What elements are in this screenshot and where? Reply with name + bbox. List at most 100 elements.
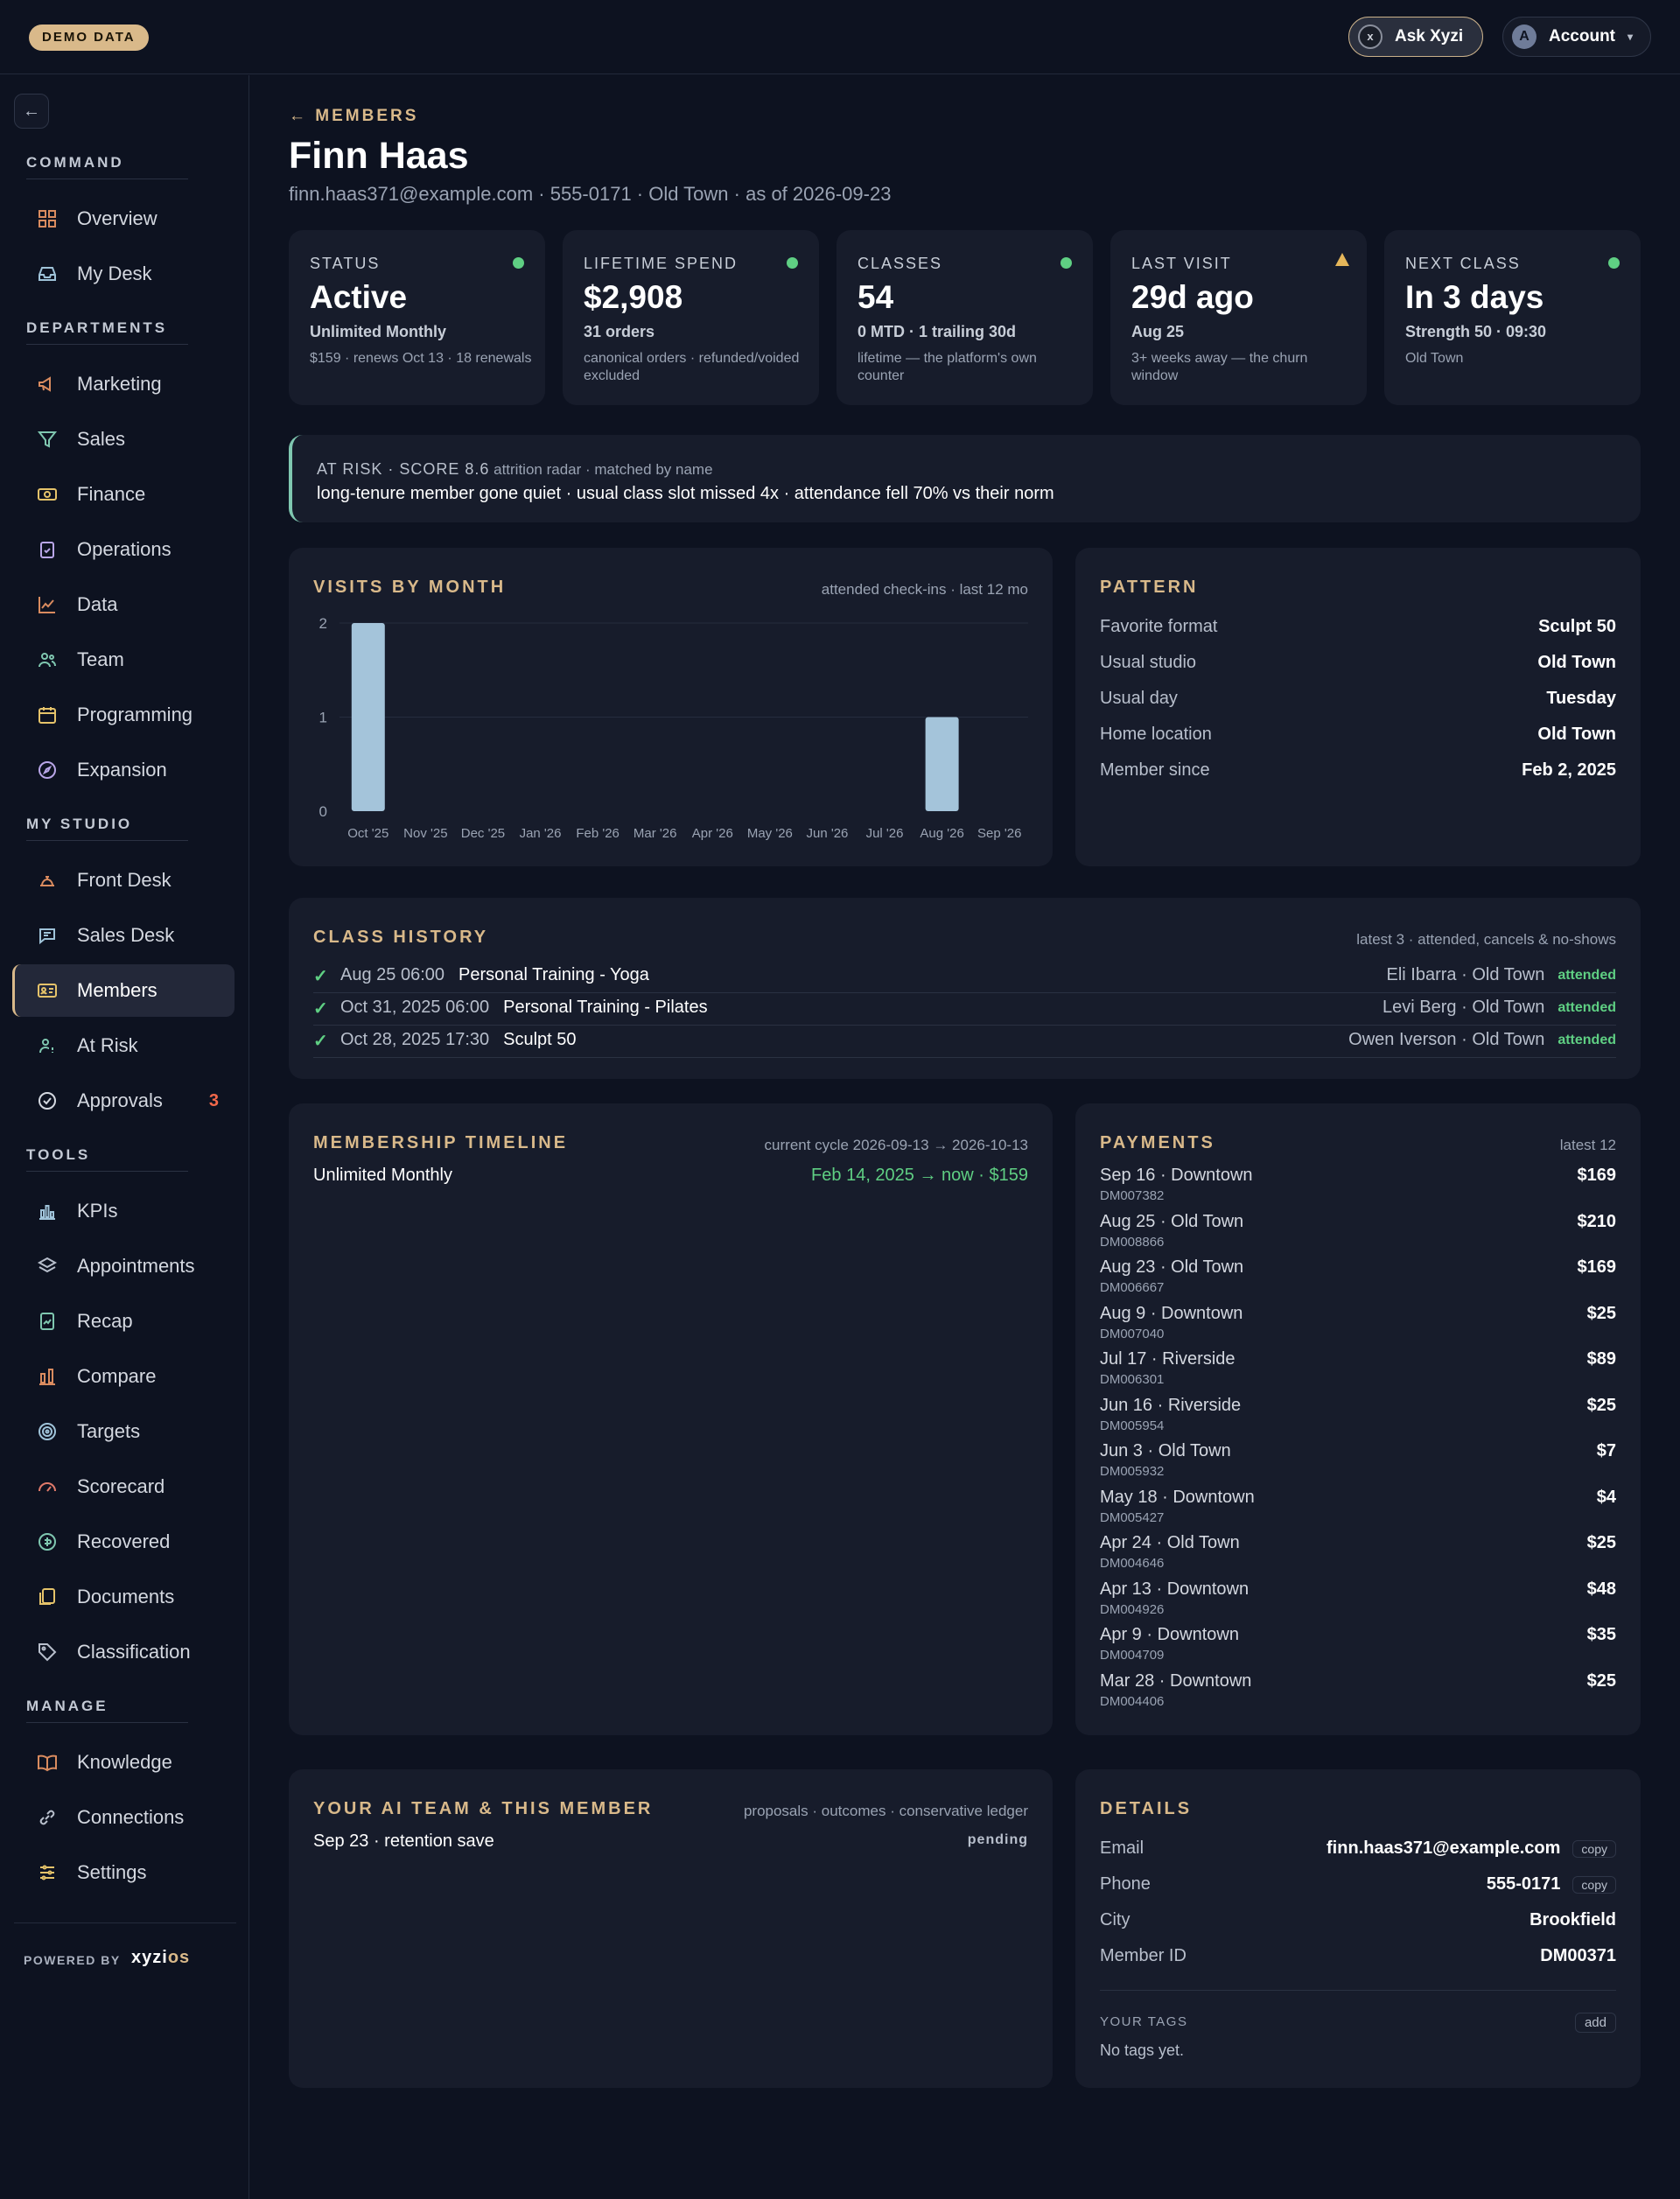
status-badge: attended xyxy=(1558,1032,1616,1047)
sidebar-item-team[interactable]: Team xyxy=(12,634,234,686)
pattern-key: Home location xyxy=(1100,725,1212,744)
stat-card: LAST VISIT 29d ago Aug 25 3+ weeks away — t… xyxy=(1110,230,1367,405)
risk-header: AT RISK · SCORE 8.6 attrition radar · ma… xyxy=(317,460,713,478)
sidebar-item-marketing[interactable]: Marketing xyxy=(12,358,234,410)
table-row[interactable]: ✓ Oct 31, 2025 06:00 Personal Training - P… xyxy=(313,994,1616,1026)
id-card-icon xyxy=(37,980,58,1001)
stat-note: canonical orders · refunded/voided exclu… xyxy=(584,351,800,383)
list-item[interactable]: Aug 23 · Old Town DM006667 $169 xyxy=(1100,1257,1616,1303)
card-title: PATTERN xyxy=(1100,578,1199,597)
sidebar-item-approvals[interactable]: Approvals 3 xyxy=(12,1075,234,1127)
x-tick-label: Jul '26 xyxy=(866,826,904,841)
sidebar-item-front-desk[interactable]: Front Desk xyxy=(12,854,234,907)
banknote-icon xyxy=(37,484,58,505)
pattern-key: Usual studio xyxy=(1100,653,1197,672)
sidebar-item-sales-desk[interactable]: Sales Desk xyxy=(12,909,234,962)
inbox-icon xyxy=(37,263,58,284)
sidebar-item-compare[interactable]: Compare xyxy=(12,1350,234,1403)
sidebar-item-settings[interactable]: Settings xyxy=(12,1846,234,1899)
pattern-row: Usual studio Old Town xyxy=(1100,653,1616,679)
sidebar-item-at-risk[interactable]: At Risk xyxy=(12,1019,234,1072)
sidebar-item-expansion[interactable]: Expansion xyxy=(12,744,234,796)
add-tag-button[interactable]: add xyxy=(1574,2013,1616,2033)
list-item[interactable]: Apr 13 · Downtown DM004926 $48 xyxy=(1100,1579,1616,1625)
list-item[interactable]: Aug 25 · Old Town DM008866 $210 xyxy=(1100,1212,1616,1257)
sidebar-item-label: Targets xyxy=(77,1420,141,1442)
sidebar-item-operations[interactable]: Operations xyxy=(12,523,234,576)
list-item[interactable]: Mar 28 · Downtown DM004406 $25 xyxy=(1100,1671,1616,1717)
sidebar-item-label: Finance xyxy=(77,483,146,505)
list-item[interactable]: Jun 16 · Riverside DM005954 $25 xyxy=(1100,1396,1616,1441)
sidebar-item-sales[interactable]: Sales xyxy=(12,413,234,466)
xyzi-icon: x xyxy=(1358,25,1382,49)
account-label: Account xyxy=(1549,27,1615,46)
breadcrumb-members[interactable]: ← MEMBERS xyxy=(289,107,419,125)
stat-label: NEXT CLASS xyxy=(1405,255,1521,272)
risk-reasons: long-tenure member gone quiet · usual cl… xyxy=(317,484,1054,503)
sidebar-item-connections[interactable]: Connections xyxy=(12,1791,234,1844)
list-item[interactable]: Apr 9 · Downtown DM004709 $35 xyxy=(1100,1625,1616,1670)
xyzios-logo: xyzios xyxy=(131,1948,191,1967)
sidebar-item-finance[interactable]: Finance xyxy=(12,468,234,521)
proposal-item[interactable]: Sep 23 · retention save xyxy=(313,1831,494,1851)
stat-sub: Aug 25 xyxy=(1131,323,1185,340)
sidebar-item-members[interactable]: Members xyxy=(12,964,234,1017)
list-item[interactable]: Jun 3 · Old Town DM005932 $7 xyxy=(1100,1441,1616,1487)
ask-xyzi-button[interactable]: x Ask Xyzi xyxy=(1348,17,1483,57)
table-row[interactable]: ✓ Aug 25 06:00 Personal Training - Yoga Eli… xyxy=(313,962,1616,993)
gauge-icon xyxy=(37,1476,58,1497)
sidebar-item-programming[interactable]: Programming xyxy=(12,689,234,741)
copy-button[interactable]: copy xyxy=(1572,1875,1616,1894)
sidebar-item-recovered[interactable]: Recovered xyxy=(12,1516,234,1568)
details-card: DETAILS YOUR TAGS add No tags yet. Email… xyxy=(1075,1769,1641,2088)
sidebar-item-label: Programming xyxy=(77,704,193,725)
sidebar-item-knowledge[interactable]: Knowledge xyxy=(12,1736,234,1789)
class-name: Personal Training - Yoga xyxy=(458,965,649,984)
sidebar-item-kpis[interactable]: KPIs xyxy=(12,1185,234,1237)
table-row[interactable]: ✓ Oct 28, 2025 17:30 Sculpt 50 Owen Iverson… xyxy=(313,1026,1616,1058)
stat-value: In 3 days xyxy=(1405,279,1544,315)
card-title: DETAILS xyxy=(1100,1799,1193,1818)
list-item[interactable]: May 18 · Downtown DM005427 $4 xyxy=(1100,1488,1616,1533)
proposal-status-badge: pending xyxy=(967,1832,1028,1847)
stat-label: LIFETIME SPEND xyxy=(584,255,738,272)
list-item[interactable]: Jul 17 · Riverside DM006301 $89 xyxy=(1100,1349,1616,1395)
sidebar-item-my-desk[interactable]: My Desk xyxy=(12,248,234,300)
account-menu-button[interactable]: A Account ▾ xyxy=(1502,17,1651,57)
status-badge: attended xyxy=(1558,999,1616,1015)
stat-note: $159 · renews Oct 13 · 18 renewals xyxy=(310,351,532,366)
card-title: MEMBERSHIP TIMELINE xyxy=(313,1133,569,1152)
page-title: Finn Haas xyxy=(289,135,469,177)
card-title: PAYMENTS xyxy=(1100,1133,1215,1152)
pattern-row: Home location Old Town xyxy=(1100,725,1616,751)
payments-card: PAYMENTS latest 12 Sep 16 · Downtown DM00… xyxy=(1075,1103,1641,1735)
stat-note: Old Town xyxy=(1405,351,1464,366)
grid-icon xyxy=(37,208,58,229)
pattern-value: Old Town xyxy=(1537,653,1616,672)
sidebar-item-documents[interactable]: Documents xyxy=(12,1571,234,1623)
card-note: attended check-ins · last 12 mo xyxy=(821,581,1028,598)
sidebar-item-appointments[interactable]: Appointments xyxy=(12,1240,234,1292)
users-icon xyxy=(37,649,58,670)
list-item[interactable]: Apr 24 · Old Town DM004646 $25 xyxy=(1100,1533,1616,1579)
pattern-key: Usual day xyxy=(1100,689,1178,708)
detail-value: finn.haas371@example.com copy xyxy=(1326,1838,1616,1859)
payment-id: DM004646 xyxy=(1100,1556,1165,1571)
compass-icon xyxy=(37,760,58,781)
status-badge: attended xyxy=(1558,967,1616,983)
membership-timeline-card: MEMBERSHIP TIMELINE current cycle 2026-0… xyxy=(289,1103,1053,1735)
sidebar-item-classification[interactable]: Classification xyxy=(12,1626,234,1678)
sidebar-item-data[interactable]: Data xyxy=(12,578,234,631)
sidebar-item-scorecard[interactable]: Scorecard xyxy=(12,1460,234,1513)
book-icon xyxy=(37,1752,58,1773)
pattern-row: Member since Feb 2, 2025 xyxy=(1100,760,1616,787)
list-item[interactable]: Sep 16 · Downtown DM007382 $169 xyxy=(1100,1166,1616,1211)
collapse-sidebar-button[interactable]: ← xyxy=(14,94,49,129)
sidebar-item-recap[interactable]: Recap xyxy=(12,1295,234,1348)
documents-icon xyxy=(37,1586,58,1607)
sidebar-item-targets[interactable]: Targets xyxy=(12,1405,234,1458)
sidebar-item-overview[interactable]: Overview xyxy=(12,193,234,245)
list-item[interactable]: Aug 9 · Downtown DM007040 $25 xyxy=(1100,1304,1616,1349)
sidebar-item-label: At Risk xyxy=(77,1034,138,1056)
copy-button[interactable]: copy xyxy=(1572,1839,1616,1858)
